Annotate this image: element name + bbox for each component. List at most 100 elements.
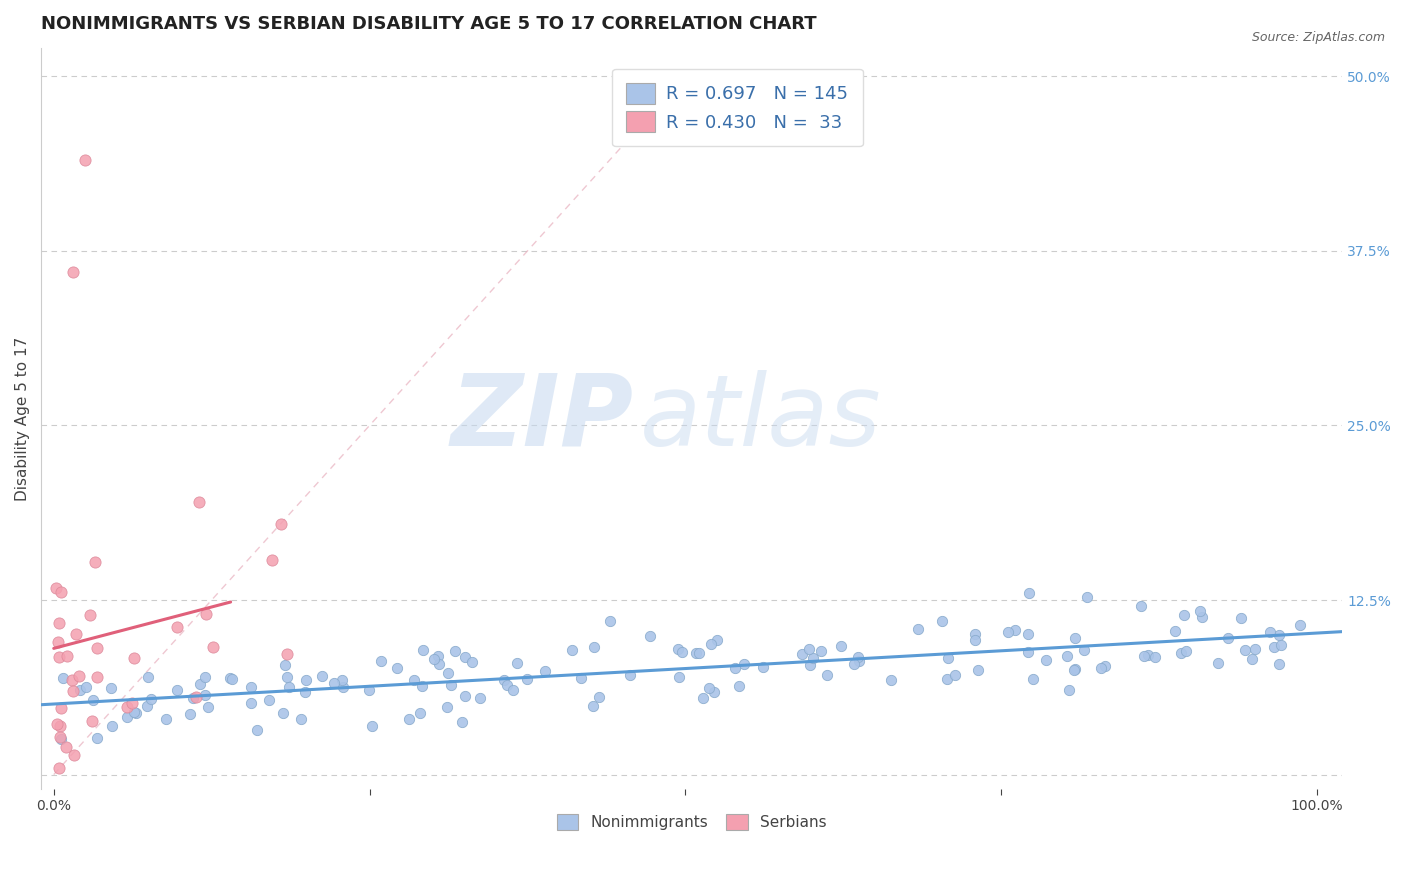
Point <box>848 653 870 667</box>
Point <box>51 584 73 599</box>
Point <box>1035 653 1057 667</box>
Point <box>274 657 297 672</box>
Point <box>402 673 425 687</box>
Point <box>82 692 104 706</box>
Point <box>124 650 146 665</box>
Point <box>1270 638 1292 652</box>
Point <box>69 669 91 683</box>
Point <box>48 649 70 664</box>
Point <box>692 691 714 706</box>
Point <box>454 650 477 665</box>
Point <box>181 690 204 705</box>
Point <box>516 673 538 687</box>
Point <box>810 644 832 658</box>
Point <box>453 690 475 704</box>
Point <box>84 555 107 569</box>
Point <box>139 692 162 706</box>
Point <box>1208 656 1230 670</box>
Point <box>49 730 72 744</box>
Point <box>440 678 463 692</box>
Point <box>846 649 869 664</box>
Point <box>1163 624 1185 638</box>
Point <box>51 671 73 685</box>
Point <box>412 643 434 657</box>
Point <box>1218 631 1240 645</box>
Text: Source: ZipAtlas.com: Source: ZipAtlas.com <box>1251 31 1385 45</box>
Point <box>276 648 298 662</box>
Point <box>1233 643 1256 657</box>
Point <box>495 678 517 692</box>
Point <box>100 681 122 696</box>
Point <box>1170 646 1192 660</box>
Point <box>685 646 707 660</box>
Point <box>55 739 77 754</box>
Point <box>1173 607 1195 622</box>
Point <box>332 680 354 694</box>
Point <box>1263 640 1285 654</box>
Point <box>1090 661 1112 675</box>
Point <box>582 640 605 655</box>
Point <box>75 680 97 694</box>
Point <box>436 665 458 680</box>
Point <box>79 608 101 623</box>
Point <box>188 494 211 508</box>
Point <box>48 761 70 775</box>
Point <box>166 683 188 698</box>
Point <box>1064 631 1087 645</box>
Point <box>48 616 70 631</box>
Point <box>246 723 269 737</box>
Point <box>1267 627 1289 641</box>
Point <box>1063 663 1085 677</box>
Point <box>166 620 188 634</box>
Point <box>703 685 725 699</box>
Point <box>801 650 824 665</box>
Point <box>278 681 301 695</box>
Point <box>330 673 353 687</box>
Point <box>638 629 661 643</box>
Point <box>80 714 103 728</box>
Point <box>295 673 318 687</box>
Point <box>1229 610 1251 624</box>
Point <box>370 654 392 668</box>
Point <box>752 660 775 674</box>
Point <box>666 642 689 657</box>
Point <box>411 679 433 693</box>
Point <box>219 671 242 685</box>
Point <box>997 625 1019 640</box>
Point <box>122 705 145 719</box>
Point <box>1018 585 1040 599</box>
Point <box>398 712 420 726</box>
Point <box>699 637 721 651</box>
Point <box>115 700 138 714</box>
Point <box>311 669 333 683</box>
Point <box>724 661 747 675</box>
Point <box>1022 673 1045 687</box>
Point <box>1189 604 1212 618</box>
Point <box>62 748 84 763</box>
Point <box>86 731 108 745</box>
Text: atlas: atlas <box>640 370 882 467</box>
Point <box>697 681 720 695</box>
Point <box>671 645 693 659</box>
Text: NONIMMIGRANTS VS SERBIAN DISABILITY AGE 5 TO 17 CORRELATION CHART: NONIMMIGRANTS VS SERBIAN DISABILITY AGE … <box>41 15 817 33</box>
Point <box>1143 650 1166 665</box>
Point <box>582 698 605 713</box>
Point <box>830 640 852 654</box>
Point <box>569 671 592 685</box>
Point <box>879 673 901 687</box>
Point <box>688 647 710 661</box>
Legend: Nonimmigrants, Serbians: Nonimmigrants, Serbians <box>551 808 832 837</box>
Point <box>179 707 201 722</box>
Point <box>619 668 641 682</box>
Point <box>1268 657 1291 671</box>
Point <box>1076 590 1098 604</box>
Point <box>668 670 690 684</box>
Point <box>1073 643 1095 657</box>
Point <box>799 658 821 673</box>
Y-axis label: Disability Age 5 to 17: Disability Age 5 to 17 <box>15 336 30 500</box>
Point <box>444 644 467 658</box>
Point <box>409 706 432 720</box>
Point <box>184 690 207 704</box>
Point <box>790 647 813 661</box>
Point <box>1017 626 1039 640</box>
